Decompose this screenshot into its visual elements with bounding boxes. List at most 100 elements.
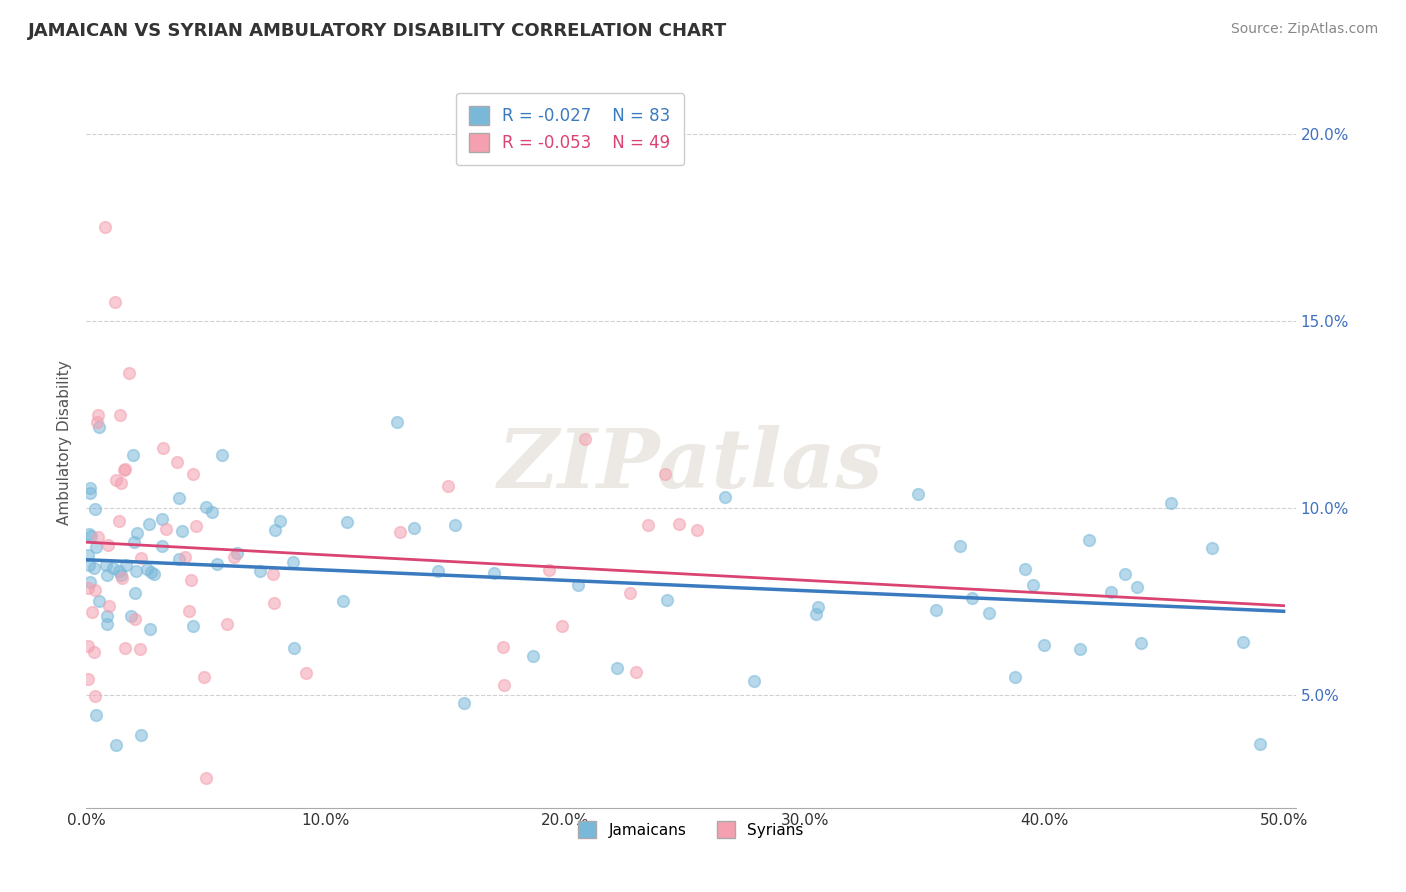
Point [184, 519, 207, 533]
Point [122, 534, 145, 549]
Point [87, 530, 110, 544]
Point [83, 645, 105, 659]
Point [453, 696, 475, 710]
Legend: Jamaicans, Syrians: Jamaicans, Syrians [572, 815, 810, 844]
Point [142, 566, 165, 581]
Point [155, 522, 177, 536]
Point [1004, 670, 1026, 684]
Point [166, 455, 188, 469]
Point [205, 557, 228, 571]
Point [110, 476, 132, 491]
Point [225, 546, 247, 560]
Point [114, 462, 136, 476]
Point [107, 514, 129, 528]
Text: ZIPatlas: ZIPatlas [498, 425, 883, 505]
Point [949, 540, 972, 554]
Point [962, 591, 984, 605]
Point [152, 441, 174, 455]
Point [437, 479, 460, 493]
Point [135, 562, 157, 576]
Y-axis label: Ambulatory Disability: Ambulatory Disability [58, 360, 72, 525]
Point [120, 608, 142, 623]
Point [807, 600, 830, 615]
Point [262, 566, 284, 581]
Point [551, 619, 574, 633]
Point [79, 558, 101, 572]
Point [107, 564, 129, 578]
Point [1201, 541, 1223, 555]
Point [444, 517, 467, 532]
Point [1077, 533, 1099, 548]
Point [211, 448, 233, 462]
Point [402, 521, 425, 535]
Text: Source: ZipAtlas.com: Source: ZipAtlas.com [1230, 22, 1378, 37]
Point [108, 408, 131, 422]
Point [295, 665, 318, 680]
Point [1249, 737, 1271, 751]
Point [104, 295, 127, 310]
Point [96, 567, 118, 582]
Point [87, 420, 110, 434]
Point [1126, 580, 1149, 594]
Point [263, 596, 285, 610]
Point [1033, 638, 1056, 652]
Point [139, 622, 162, 636]
Point [94, 558, 117, 573]
Point [96, 608, 118, 623]
Point [173, 549, 195, 564]
Text: JAMAICAN VS SYRIAN AMBULATORY DISABILITY CORRELATION CHART: JAMAICAN VS SYRIAN AMBULATORY DISABILITY… [28, 22, 727, 40]
Point [94, 220, 117, 235]
Point [1014, 562, 1036, 576]
Point [84, 582, 107, 597]
Point [181, 619, 204, 633]
Point [925, 603, 948, 617]
Point [105, 738, 128, 752]
Point [668, 516, 690, 531]
Point [193, 669, 215, 683]
Point [177, 604, 200, 618]
Point [97, 538, 120, 552]
Point [114, 640, 136, 655]
Point [150, 540, 173, 554]
Point [567, 578, 589, 592]
Point [1022, 578, 1045, 592]
Point [125, 564, 148, 578]
Point [686, 523, 709, 537]
Point [79, 481, 101, 495]
Point [167, 552, 190, 566]
Point [606, 660, 628, 674]
Point [124, 612, 146, 626]
Point [522, 648, 544, 663]
Point [249, 564, 271, 578]
Point [806, 607, 828, 621]
Point [110, 568, 132, 582]
Point [118, 367, 141, 381]
Point [167, 491, 190, 506]
Point [84, 501, 107, 516]
Point [138, 516, 160, 531]
Point [194, 500, 217, 514]
Point [79, 486, 101, 500]
Point [77, 548, 100, 562]
Point [426, 564, 449, 578]
Point [624, 665, 647, 679]
Point [114, 558, 136, 573]
Point [127, 526, 149, 541]
Point [80, 529, 103, 543]
Point [104, 473, 127, 487]
Point [215, 617, 238, 632]
Point [1130, 635, 1153, 649]
Point [907, 486, 929, 500]
Point [129, 642, 152, 657]
Point [655, 593, 678, 607]
Point [84, 689, 107, 703]
Point [264, 523, 287, 537]
Point [124, 585, 146, 599]
Point [1114, 566, 1136, 581]
Point [180, 573, 202, 587]
Point [387, 415, 409, 429]
Point [87, 408, 110, 422]
Point [388, 525, 411, 540]
Point [79, 574, 101, 589]
Point [637, 517, 659, 532]
